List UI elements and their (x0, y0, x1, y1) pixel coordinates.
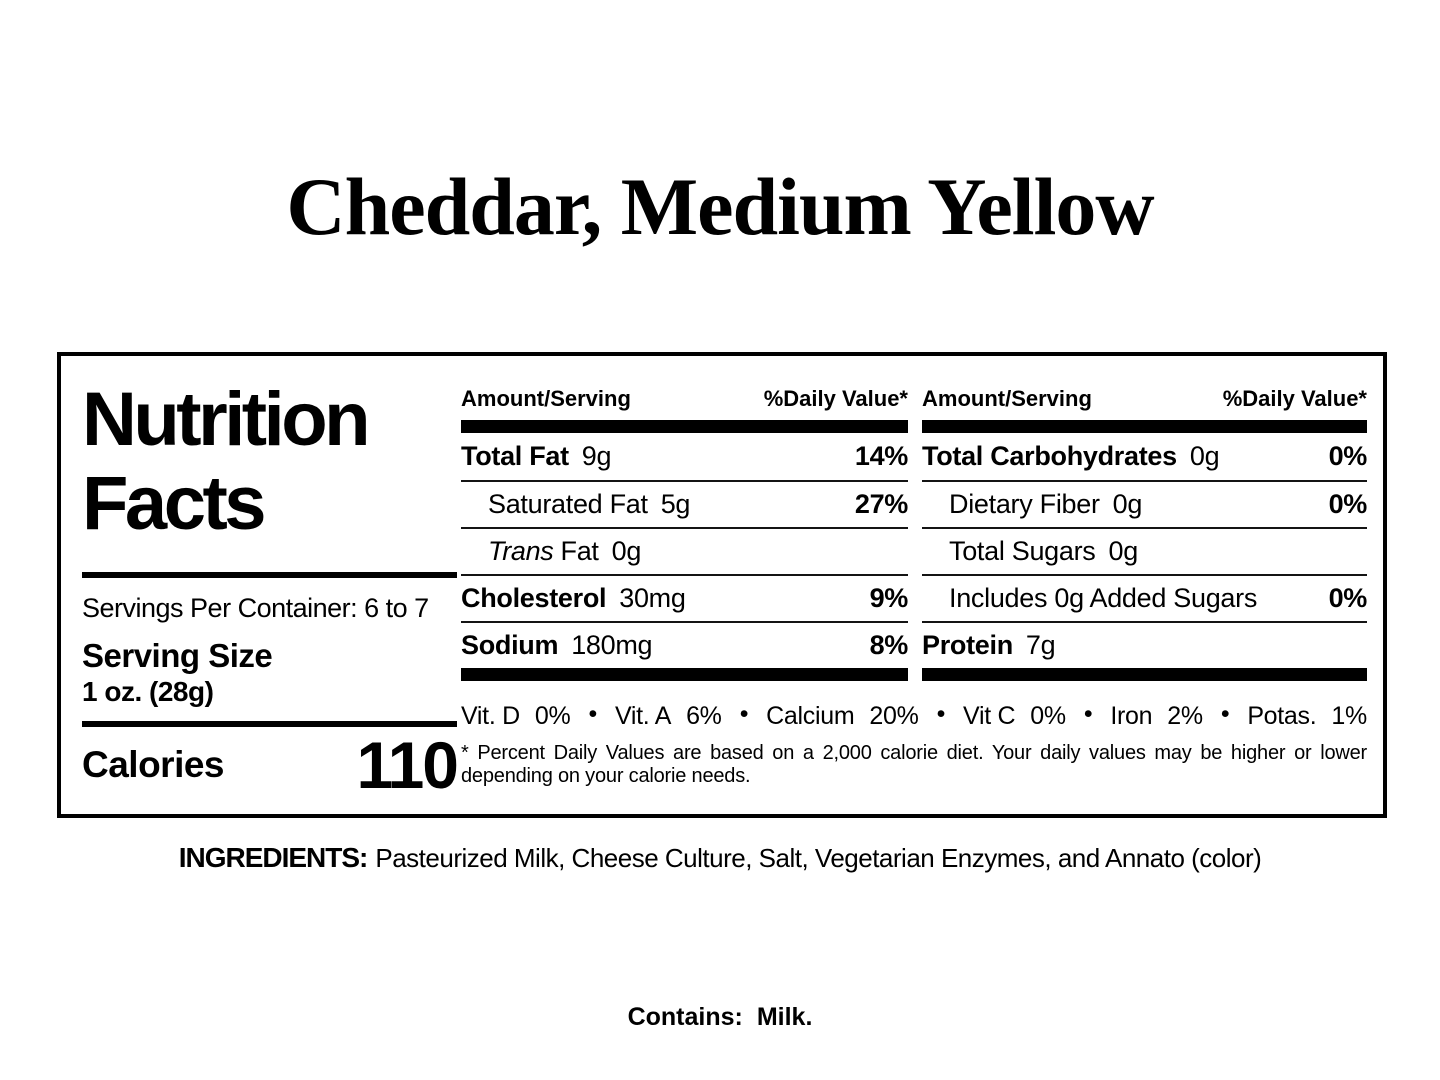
vitamin-value: 20% (869, 702, 919, 730)
nutrient-amount: 30mg (619, 583, 686, 613)
amount-serving-header: Amount/Serving (922, 386, 1092, 411)
nutrient-amount: 0g (611, 536, 642, 566)
nutrient-dv: 27% (854, 489, 908, 519)
label-bottom-section: Vit. D 0% Vit. A 6% Calcium 20% Vit C 0% Iro… (461, 702, 1367, 788)
nutrient-name: Total Fat (461, 441, 569, 471)
separator-bar (461, 668, 908, 681)
nutrient-row-total-sugars: Total Sugars 0g (922, 527, 1367, 574)
vitamin-label: Calcium (766, 702, 855, 730)
ingredients-label: INGREDIENTS: (178, 842, 369, 873)
vitamin-item: Potas. 1% (1221, 702, 1367, 731)
nutrient-row-total-carbohydrates: Total Carbohydrates 0g 0% (922, 433, 1367, 480)
vitamin-value: 1% (1331, 702, 1367, 730)
calories-value: 110 (356, 728, 459, 802)
vitamin-value: 2% (1167, 702, 1203, 730)
nutrient-amount: 0g (1112, 489, 1143, 519)
contains-value: Milk. (756, 1003, 813, 1031)
vitamin-value: 0% (1030, 702, 1066, 730)
amount-serving-header: Amount/Serving (461, 386, 631, 411)
vitamin-row: Vit. D 0% Vit. A 6% Calcium 20% Vit C 0% Iro… (461, 702, 1367, 731)
nutrient-dv: 14% (854, 441, 908, 471)
daily-value-header: %Daily Value* (1222, 386, 1367, 411)
nutrient-name: Total Sugars (949, 536, 1096, 566)
nutrient-dv: 0% (1328, 583, 1368, 613)
vitamin-label: Vit C (963, 702, 1016, 730)
vitamin-item: Vit C 0% (937, 702, 1066, 731)
nutrient-row-trans-fat: Trans Fat 0g (461, 527, 908, 574)
nutrient-name: Total Carbohydrates (922, 441, 1177, 471)
nutrient-name: Saturated Fat (488, 489, 648, 519)
nutrient-row-total-fat: Total Fat 9g 14% (461, 433, 908, 480)
daily-value-footnote: * Percent Daily Values are based on a 2,… (461, 742, 1367, 787)
label-middle-column: Amount/Serving %Daily Value* Total Fat 9g… (461, 386, 908, 681)
nutrient-row-dietary-fiber: Dietary Fiber 0g 0% (922, 480, 1367, 527)
heading-line-2: Facts (82, 461, 267, 546)
nutrient-name: Dietary Fiber (949, 489, 1100, 519)
nutrient-row-cholesterol: Cholesterol 30mg 9% (461, 574, 908, 621)
nutrient-name: Protein (922, 630, 1013, 660)
vitamin-value: 0% (534, 702, 571, 730)
nutrient-row-saturated-fat: Saturated Fat 5g 27% (461, 480, 908, 527)
nutrient-name: Cholesterol (461, 583, 607, 613)
separator-bar (461, 420, 908, 433)
thick-divider (82, 572, 457, 578)
label-left-column: Nutrition Facts Servings Per Container: … (82, 378, 459, 802)
vitamin-item: Vit. D 0% (461, 702, 571, 731)
nutrient-row-added-sugars: Includes 0g Added Sugars 0% (922, 574, 1367, 621)
nutrition-facts-panel: Nutrition Facts Servings Per Container: … (57, 352, 1387, 818)
column-header: Amount/Serving %Daily Value* (922, 386, 1367, 412)
daily-value-header: %Daily Value* (763, 386, 908, 411)
nutrient-amount: 9g (581, 441, 612, 471)
ingredients-line: INGREDIENTS: Pasteurized Milk, Cheese Cul… (0, 842, 1440, 874)
nutrient-name: Includes 0g Added Sugars (949, 583, 1258, 613)
vitamin-label: Vit. A (614, 702, 672, 730)
serving-size-value: 1 oz. (28g) (82, 676, 214, 707)
nutrient-row-protein: Protein 7g (922, 621, 1367, 668)
product-title: Cheddar, Medium Yellow (286, 161, 1154, 252)
nutrient-row-sodium: Sodium 180mg 8% (461, 621, 908, 668)
nutrient-amount: 0g (1189, 441, 1220, 471)
thick-divider (82, 721, 457, 727)
nutrient-amount: 0g (1108, 536, 1138, 566)
contains-label: Contains: (627, 1003, 743, 1031)
vitamin-item: Iron 2% (1084, 702, 1203, 731)
contains-line: Contains: Milk. (0, 1003, 1440, 1032)
servings-per-container: Servings Per Container: 6 to 7 (82, 593, 429, 623)
nutrient-amount: 5g (660, 489, 691, 519)
nutrition-facts-heading: Nutrition Facts (82, 378, 457, 546)
nutrient-dv: 9% (869, 583, 909, 613)
vitamin-label: Potas. (1247, 702, 1317, 730)
vitamin-item: Calcium 20% (740, 702, 919, 731)
vitamin-label: Vit. D (461, 702, 520, 730)
vitamin-label: Iron (1110, 702, 1153, 730)
nutrient-name: Fat (560, 536, 599, 566)
nutrient-dv: 0% (1328, 489, 1368, 519)
serving-size-label: Serving Size (82, 637, 273, 674)
separator-bar (922, 420, 1367, 433)
calories-label: Calories (82, 744, 225, 785)
separator-bar (922, 668, 1367, 681)
nutrient-name-italic: Trans (488, 536, 554, 566)
heading-line-1: Nutrition (82, 377, 371, 462)
label-right-column: Amount/Serving %Daily Value* Total Carbo… (922, 386, 1367, 681)
nutrient-dv: 0% (1328, 441, 1368, 471)
nutrient-name: Sodium (461, 630, 559, 660)
column-header: Amount/Serving %Daily Value* (461, 386, 908, 412)
nutrient-dv: 8% (869, 630, 909, 660)
nutrient-amount: 180mg (571, 630, 653, 660)
vitamin-value: 6% (686, 702, 722, 730)
vitamin-item: Vit. A 6% (589, 702, 722, 731)
ingredients-value: Pasteurized Milk, Cheese Culture, Salt, … (375, 843, 1262, 873)
calories-row: Calories 110 (82, 728, 459, 802)
nutrient-amount: 7g (1025, 630, 1056, 660)
